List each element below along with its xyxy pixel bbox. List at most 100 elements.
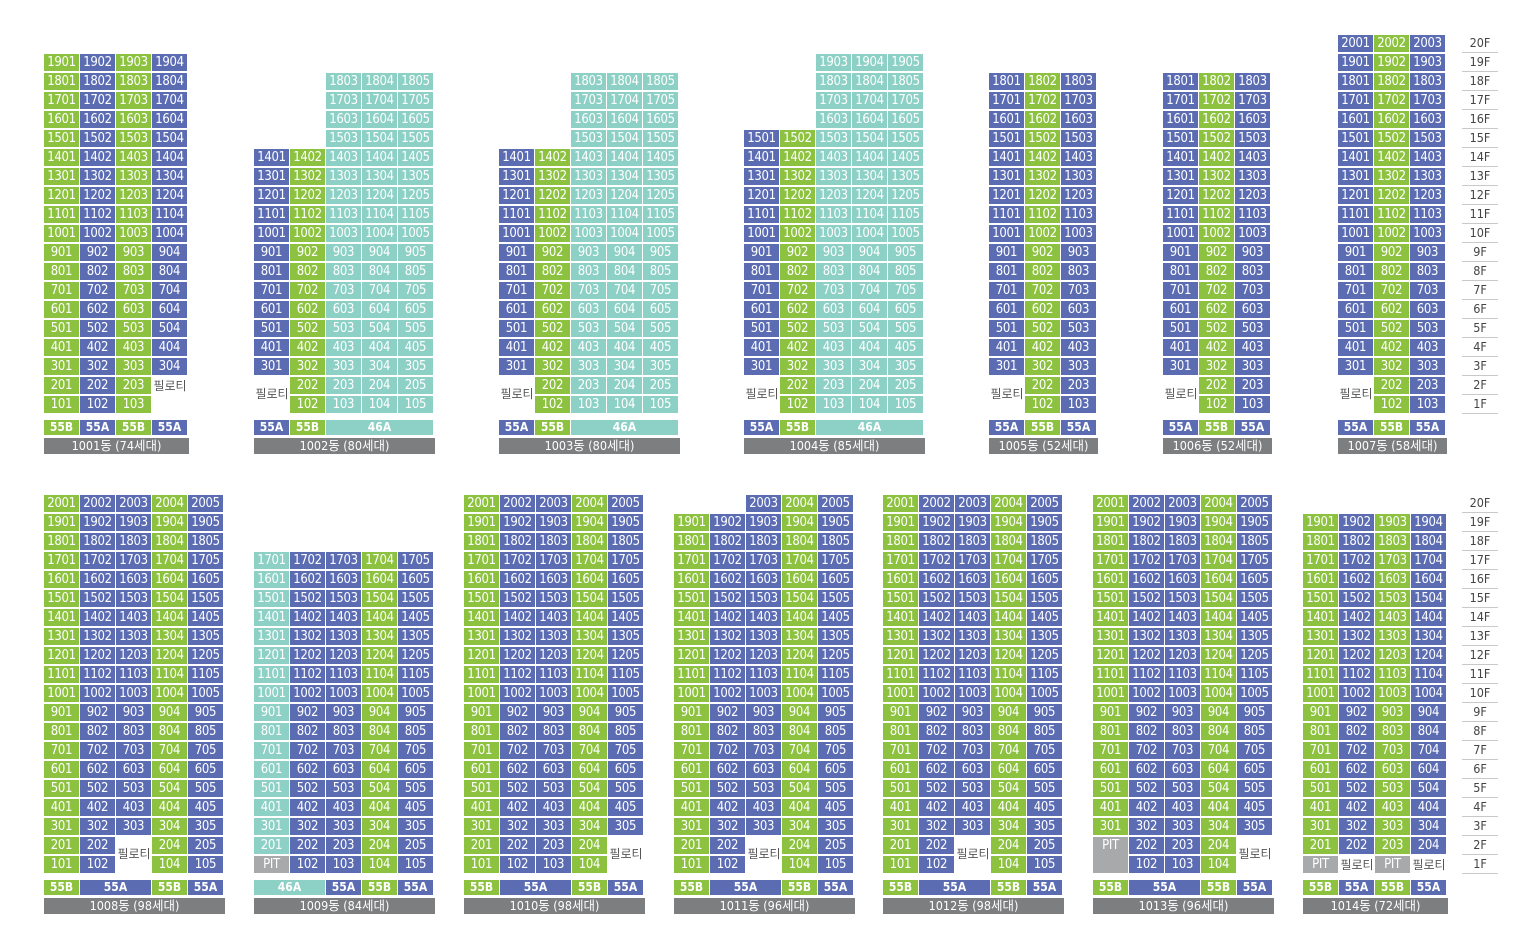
unit-type-badge: 55B <box>1093 880 1128 895</box>
unit-cell: 1703 <box>116 92 151 109</box>
unit-cell: 1402 <box>919 609 954 626</box>
unit-cell: 604 <box>152 761 187 778</box>
unit-cell: 2004 <box>152 495 187 512</box>
unit-cell: 1104 <box>1201 666 1236 683</box>
unit-cell: 1001 <box>989 225 1024 242</box>
unit-cell: 1301 <box>254 168 289 185</box>
unit-cell: 1404 <box>782 609 817 626</box>
unit-cell: 405 <box>398 799 433 816</box>
unit-cell: 1501 <box>1338 130 1373 147</box>
unit-cell: 1403 <box>1235 149 1270 166</box>
unit-cell: 1704 <box>362 92 397 109</box>
unit-cell: 1703 <box>536 552 571 569</box>
unit-cell: 301 <box>1338 358 1373 375</box>
unit-cell: 1102 <box>80 666 115 683</box>
unit-type-badge: 55B <box>572 880 607 895</box>
unit-cell: 1301 <box>1093 628 1128 645</box>
unit-cell: 603 <box>1235 301 1270 318</box>
unit-cell: 903 <box>326 244 361 261</box>
unit-type-badge: 55A <box>608 880 643 895</box>
unit-cell: 305 <box>398 358 433 375</box>
unit-cell: 1404 <box>1411 609 1446 626</box>
unit-cell: 1501 <box>254 590 289 607</box>
unit-type-badge: 46A <box>254 880 325 895</box>
unit-cell: 1502 <box>1129 590 1164 607</box>
unit-cell: 505 <box>398 320 433 337</box>
unit-cell: 1401 <box>989 149 1024 166</box>
unit-cell: 1101 <box>1163 206 1198 223</box>
unit-cell: 601 <box>44 301 79 318</box>
unit-cell: 404 <box>1411 799 1446 816</box>
unit-cell: 1104 <box>152 666 187 683</box>
unit-cell: 1504 <box>362 590 397 607</box>
unit-type-badge: 55A <box>80 880 151 895</box>
pit-cell: PIT <box>1303 856 1338 873</box>
unit-cell: 904 <box>572 704 607 721</box>
unit-cell: 1402 <box>1374 149 1409 166</box>
unit-cell: 801 <box>464 723 499 740</box>
unit-cell: 1403 <box>816 149 851 166</box>
unit-cell: 1204 <box>852 187 887 204</box>
unit-cell: 801 <box>1303 723 1338 740</box>
unit-cell: 802 <box>780 263 815 280</box>
unit-cell: 1603 <box>746 571 781 588</box>
unit-cell: 402 <box>1129 799 1164 816</box>
unit-cell: 804 <box>1411 723 1446 740</box>
unit-cell: 1304 <box>1411 628 1446 645</box>
unit-cell: 901 <box>744 244 779 261</box>
unit-cell: 1803 <box>816 73 851 90</box>
unit-cell: 205 <box>398 377 433 394</box>
unit-cell: 105 <box>1027 856 1062 873</box>
unit-cell: 1103 <box>1165 666 1200 683</box>
unit-cell: 1504 <box>991 590 1026 607</box>
unit-cell: 402 <box>80 799 115 816</box>
unit-cell: 102 <box>1129 856 1164 873</box>
unit-cell: 101 <box>883 856 918 873</box>
unit-cell: 1301 <box>674 628 709 645</box>
unit-cell: 1004 <box>362 685 397 702</box>
floor-label: 10F <box>1462 224 1498 243</box>
unit-type-badge: 55A <box>152 420 187 435</box>
unit-type-badge: 55A <box>919 880 990 895</box>
unit-cell: 1701 <box>464 552 499 569</box>
unit-cell: 1305 <box>188 628 223 645</box>
unit-cell: 1302 <box>80 628 115 645</box>
unit-cell: 1602 <box>500 571 535 588</box>
piloti-label: 필로티 <box>1412 858 1446 872</box>
unit-cell: 1301 <box>1163 168 1198 185</box>
unit-cell: 1802 <box>80 533 115 550</box>
floor-label: 3F <box>1462 817 1498 836</box>
unit-cell: 1602 <box>1025 111 1060 128</box>
unit-cell: 202 <box>290 377 325 394</box>
unit-cell: 1002 <box>290 685 325 702</box>
unit-cell: 1205 <box>188 647 223 664</box>
building-label: 1005동 (52세대) <box>989 438 1098 454</box>
unit-cell: 501 <box>254 320 289 337</box>
unit-cell: 1501 <box>44 130 79 147</box>
unit-cell: 301 <box>674 818 709 835</box>
unit-cell: 504 <box>572 780 607 797</box>
unit-cell: 602 <box>1025 301 1060 318</box>
unit-cell: 403 <box>116 799 151 816</box>
unit-cell: 1305 <box>643 168 678 185</box>
unit-cell: 603 <box>955 761 990 778</box>
unit-cell: 1503 <box>1235 130 1270 147</box>
unit-cell: 1001 <box>254 685 289 702</box>
unit-cell: 502 <box>1199 320 1234 337</box>
unit-cell: 1801 <box>44 73 79 90</box>
unit-cell: 1305 <box>398 168 433 185</box>
unit-cell: 1204 <box>362 647 397 664</box>
unit-cell: 2004 <box>572 495 607 512</box>
unit-cell: 204 <box>991 837 1026 854</box>
unit-cell: 305 <box>1027 818 1062 835</box>
unit-cell: 1303 <box>116 168 151 185</box>
unit-cell: 1003 <box>326 685 361 702</box>
unit-cell: 2003 <box>746 495 781 512</box>
unit-cell: 1401 <box>254 149 289 166</box>
unit-type-badge: 55B <box>44 880 79 895</box>
unit-cell: 603 <box>746 761 781 778</box>
unit-cell: 305 <box>398 818 433 835</box>
unit-cell: 701 <box>254 742 289 759</box>
unit-cell: 503 <box>955 780 990 797</box>
unit-cell: 103 <box>116 396 151 413</box>
